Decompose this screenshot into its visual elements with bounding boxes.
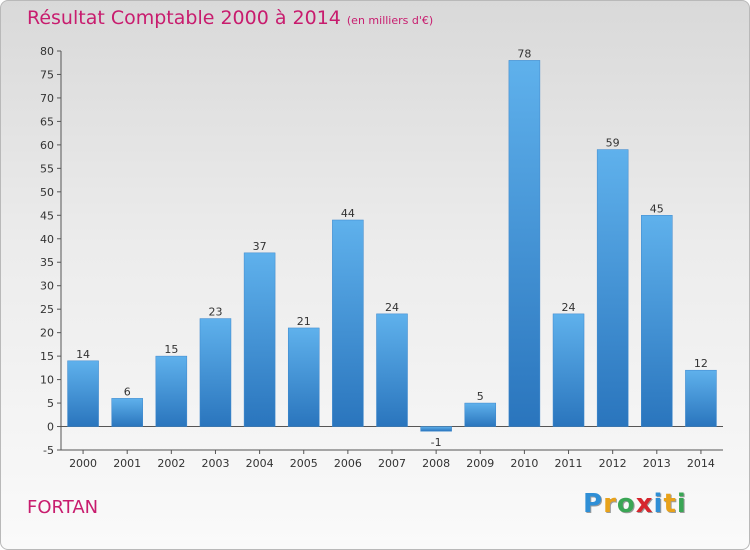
y-tick-label: 60: [40, 139, 54, 152]
proxiti-logo: Proxiti: [583, 489, 687, 519]
y-tick-label: 75: [40, 68, 54, 81]
data-label: 45: [650, 202, 664, 215]
bar: [287, 327, 320, 427]
x-tick-label: 2006: [334, 457, 362, 470]
y-tick-label: 25: [40, 303, 54, 316]
bar: [464, 402, 497, 427]
data-label: 78: [517, 47, 531, 60]
x-tick-label: 2003: [201, 457, 229, 470]
data-label: 5: [477, 390, 484, 403]
x-tick-label: 2012: [599, 457, 627, 470]
bar: [685, 369, 717, 427]
x-tick-label: 2007: [378, 457, 406, 470]
y-tick-label: 20: [40, 327, 54, 340]
x-tick-label: 2013: [643, 457, 671, 470]
bar: [641, 215, 673, 427]
x-tick-label: 2014: [687, 457, 715, 470]
data-label: 14: [76, 348, 90, 361]
x-tick-label: 2010: [510, 457, 538, 470]
chart-title: Résultat Comptable 2000 à 2014 (en millie…: [27, 7, 433, 29]
chart-title-text: Résultat Comptable 2000 à 2014: [27, 7, 341, 29]
y-tick-label: 0: [47, 421, 54, 434]
bar: [508, 60, 541, 427]
data-label: 37: [253, 240, 267, 253]
data-label: 6: [124, 385, 131, 398]
y-tick-label: 15: [40, 350, 54, 363]
y-tick-label: 65: [40, 115, 54, 128]
y-tick-label: -5: [43, 444, 54, 457]
bar: [199, 318, 232, 427]
x-tick-label: 2004: [246, 457, 274, 470]
data-label: 44: [341, 207, 355, 220]
x-tick-label: 2000: [69, 457, 97, 470]
bar: [376, 313, 408, 427]
y-tick-label: 70: [40, 92, 54, 105]
y-tick-label: 10: [40, 374, 54, 387]
y-tick-label: 50: [40, 186, 54, 199]
y-tick-label: 5: [47, 397, 54, 410]
x-tick-label: 2009: [466, 457, 494, 470]
data-label: 15: [164, 343, 178, 356]
x-tick-label: 2008: [422, 457, 450, 470]
bar: [67, 360, 99, 427]
x-tick-label: 2005: [290, 457, 318, 470]
y-tick-label: 40: [40, 233, 54, 246]
x-tick-label: 2002: [157, 457, 185, 470]
y-tick-label: 80: [40, 45, 54, 58]
bar: [111, 398, 143, 427]
y-tick-label: 35: [40, 256, 54, 269]
bar: [552, 313, 585, 427]
x-tick-label: 2011: [555, 457, 583, 470]
y-tick-label: 30: [40, 280, 54, 293]
bar: [420, 426, 452, 432]
bar: [332, 219, 364, 427]
town-name: FORTAN: [27, 497, 99, 518]
bar: [243, 252, 276, 427]
data-label: 21: [297, 315, 311, 328]
data-label: 24: [385, 301, 399, 314]
data-label: 24: [562, 301, 576, 314]
data-label: 59: [606, 137, 620, 150]
data-label: 12: [694, 357, 708, 370]
x-tick-label: 2001: [113, 457, 141, 470]
bar: [155, 355, 188, 427]
y-tick-label: 45: [40, 209, 54, 222]
y-tick-label: 55: [40, 162, 54, 175]
bar: [596, 149, 629, 427]
data-label: -1: [431, 436, 442, 449]
chart-subtitle: (en milliers d'€): [346, 14, 434, 27]
data-label: 23: [208, 306, 222, 319]
